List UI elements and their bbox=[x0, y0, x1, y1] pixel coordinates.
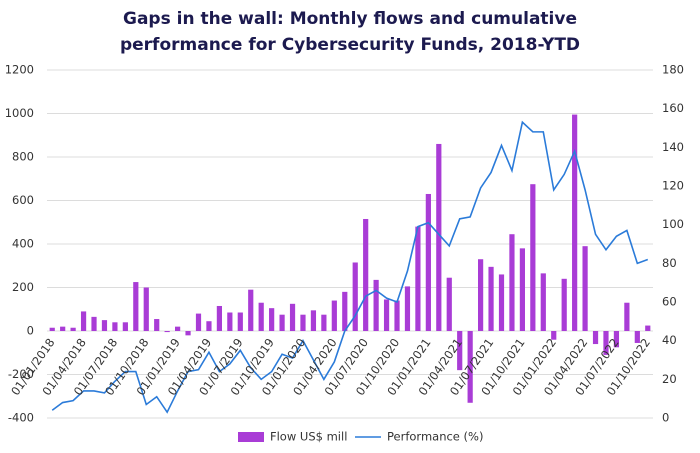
y-tick-label: 1200 bbox=[5, 63, 34, 77]
bar bbox=[206, 321, 212, 331]
bar bbox=[185, 331, 191, 336]
legend-label: Flow US$ mill bbox=[270, 430, 347, 444]
y2-tick-label: 140 bbox=[662, 140, 684, 154]
bar bbox=[467, 331, 473, 403]
bar bbox=[195, 313, 202, 331]
bar bbox=[269, 308, 275, 331]
bar bbox=[60, 326, 66, 331]
bar bbox=[645, 325, 651, 331]
bar bbox=[122, 322, 128, 331]
bar bbox=[592, 331, 599, 345]
bar bbox=[425, 193, 431, 331]
y2-tick-label: 0 bbox=[662, 411, 669, 425]
y-tick-label: 800 bbox=[12, 150, 34, 164]
bar bbox=[457, 331, 463, 371]
bar bbox=[175, 326, 181, 331]
bar bbox=[49, 327, 55, 331]
y-tick-label: 0 bbox=[27, 324, 34, 338]
bar bbox=[289, 303, 296, 331]
bar bbox=[112, 322, 118, 331]
bar bbox=[331, 300, 337, 331]
bar bbox=[519, 248, 525, 331]
bar bbox=[436, 143, 442, 331]
bar bbox=[634, 331, 640, 343]
bar bbox=[404, 286, 411, 331]
y-tick-label: 600 bbox=[12, 193, 34, 207]
bar bbox=[383, 299, 390, 331]
bar bbox=[509, 234, 515, 331]
legend-swatch bbox=[238, 432, 264, 442]
y2-tick-label: 100 bbox=[662, 217, 684, 231]
bar bbox=[342, 291, 348, 331]
bar bbox=[352, 262, 358, 331]
bar bbox=[80, 311, 87, 331]
bar bbox=[363, 218, 369, 331]
bar bbox=[310, 310, 317, 331]
bar bbox=[70, 327, 76, 331]
bar bbox=[154, 319, 160, 331]
y2-tick-label: 180 bbox=[662, 63, 684, 77]
y2-tick-label: 40 bbox=[662, 333, 677, 347]
y-tick-label: -200 bbox=[8, 367, 34, 381]
bar bbox=[300, 314, 306, 331]
bar bbox=[498, 274, 505, 331]
bar bbox=[551, 331, 557, 340]
bar bbox=[237, 312, 243, 331]
bar bbox=[143, 287, 149, 331]
legend-label: Performance (%) bbox=[387, 430, 483, 444]
bar bbox=[321, 314, 327, 331]
chart-title: performance for Cybersecurity Funds, 201… bbox=[120, 35, 580, 55]
y2-tick-label: 20 bbox=[662, 372, 677, 386]
bar bbox=[258, 302, 264, 331]
line bbox=[51, 120, 649, 414]
bar bbox=[133, 282, 139, 331]
bar bbox=[279, 314, 285, 331]
bar bbox=[101, 320, 108, 331]
y-tick-label: 1000 bbox=[5, 106, 34, 120]
bar bbox=[373, 279, 379, 331]
bar bbox=[624, 302, 630, 331]
bar bbox=[91, 316, 97, 331]
bar bbox=[613, 331, 620, 348]
y-tick-label: -400 bbox=[8, 411, 34, 425]
bar bbox=[394, 300, 400, 331]
bar bbox=[248, 289, 254, 331]
y2-tick-label: 120 bbox=[662, 179, 684, 193]
bar bbox=[540, 273, 546, 331]
y2-tick-label: 60 bbox=[662, 295, 677, 309]
bar bbox=[164, 331, 170, 333]
bar bbox=[488, 266, 494, 331]
bar bbox=[561, 278, 567, 331]
y-tick-label: 200 bbox=[12, 280, 34, 294]
bar bbox=[530, 184, 536, 331]
bar bbox=[227, 312, 233, 331]
bar bbox=[415, 226, 421, 331]
bar bbox=[603, 331, 609, 355]
bar bbox=[572, 114, 578, 332]
bar bbox=[216, 305, 222, 331]
y2-tick-label: 80 bbox=[662, 256, 677, 270]
chart-title: Gaps in the wall: Monthly flows and cumu… bbox=[123, 9, 577, 29]
y-tick-label: 400 bbox=[12, 237, 34, 251]
bar bbox=[582, 246, 588, 331]
bar bbox=[478, 259, 484, 331]
bar bbox=[446, 277, 452, 331]
y2-tick-label: 160 bbox=[662, 101, 684, 115]
